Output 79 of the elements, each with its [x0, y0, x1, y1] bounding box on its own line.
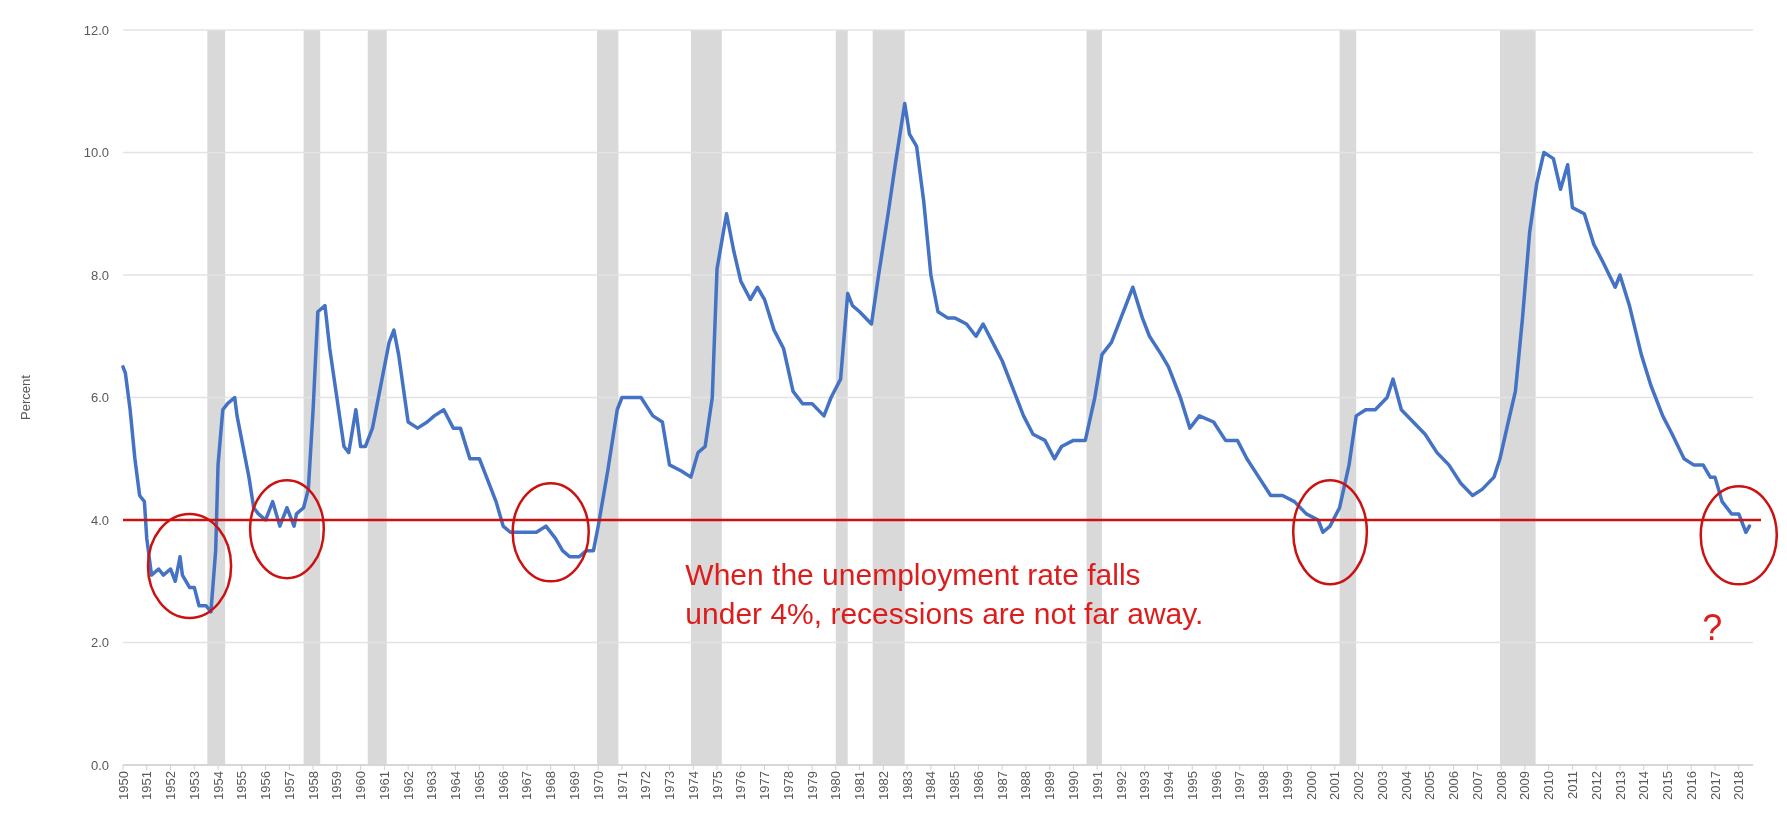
x-tick-label: 2008 — [1493, 771, 1509, 800]
x-tick-label: 1953 — [186, 771, 202, 800]
x-tick-label: 1970 — [590, 771, 606, 800]
x-tick-label: 2000 — [1303, 771, 1319, 800]
x-tick-label: 1971 — [614, 771, 630, 800]
x-tick-label: 1961 — [376, 771, 392, 800]
x-tick-label: 1973 — [662, 771, 678, 800]
y-tick-label: 4.0 — [90, 512, 109, 528]
x-tick-label: 1983 — [899, 771, 915, 800]
x-tick-label: 2002 — [1351, 771, 1367, 800]
x-tick-label: 1981 — [852, 771, 868, 800]
x-tick-label: 1994 — [1161, 771, 1177, 800]
x-tick-label: 2006 — [1446, 771, 1462, 800]
x-tick-label: 2018 — [1731, 771, 1747, 800]
x-tick-label: 1992 — [1113, 771, 1129, 800]
x-tick-label: 1999 — [1279, 771, 1295, 800]
x-tick-label: 1954 — [210, 771, 226, 800]
x-tick-label: 1997 — [1232, 771, 1248, 800]
x-tick-label: 1978 — [780, 771, 796, 800]
x-tick-label: 1993 — [1137, 771, 1153, 800]
x-tick-label: 2003 — [1374, 771, 1390, 800]
x-tick-label: 1995 — [1184, 771, 1200, 800]
x-tick-label: 1963 — [424, 771, 440, 800]
x-tick-label: 2001 — [1327, 771, 1343, 800]
x-tick-label: 1951 — [139, 771, 155, 800]
x-tick-label: 1969 — [567, 771, 583, 800]
x-tick-label: 1990 — [1065, 771, 1081, 800]
y-tick-label: 6.0 — [90, 390, 109, 406]
x-tick-label: 2015 — [1660, 771, 1676, 800]
y-tick-label: 8.0 — [90, 267, 109, 283]
x-tick-label: 2007 — [1469, 771, 1485, 800]
x-tick-label: 1962 — [400, 771, 416, 800]
x-tick-label: 1980 — [828, 771, 844, 800]
x-tick-label: 1996 — [1208, 771, 1224, 800]
x-tick-label: 1975 — [709, 771, 725, 800]
y-tick-label: 2.0 — [90, 635, 109, 651]
y-axis-title: Percent — [18, 374, 33, 420]
x-tick-label: 1956 — [258, 771, 274, 800]
x-tick-label: 1959 — [329, 771, 345, 800]
x-tick-label: 1979 — [804, 771, 820, 800]
x-tick-label: 1984 — [923, 771, 939, 800]
x-tick-label: 1958 — [305, 771, 321, 800]
x-tick-label: 1976 — [733, 771, 749, 800]
x-tick-label: 1987 — [994, 771, 1010, 800]
x-tick-label: 2010 — [1541, 771, 1557, 800]
annotation: When the unemployment rate falls under 4%, recessions are not far away. — [685, 557, 1204, 630]
annotation: ? — [1702, 607, 1723, 649]
x-tick-label: 1985 — [947, 771, 963, 800]
y-tick-label: 12.0 — [83, 22, 109, 38]
x-tick-label: 1988 — [1018, 771, 1034, 800]
x-tick-label: 1955 — [234, 771, 250, 800]
x-tick-label: 2016 — [1683, 771, 1699, 800]
x-tick-label: 1960 — [353, 771, 369, 800]
x-tick-label: 2011 — [1564, 771, 1580, 799]
x-tick-label: 1998 — [1256, 771, 1272, 800]
x-tick-label: 1991 — [1089, 771, 1105, 800]
x-tick-label: 1950 — [115, 771, 131, 800]
x-tick-label: 1952 — [163, 771, 179, 800]
x-tick-label: 1964 — [448, 771, 464, 800]
x-tick-label: 2017 — [1707, 771, 1723, 800]
x-tick-label: 2005 — [1422, 771, 1438, 800]
x-tick-label: 2004 — [1398, 771, 1414, 800]
x-tick-label: 1968 — [543, 771, 559, 800]
x-tick-label: 1966 — [495, 771, 511, 800]
x-tick-label: 2009 — [1517, 771, 1533, 800]
x-tick-label: 1965 — [471, 771, 487, 800]
x-tick-label: 1986 — [970, 771, 986, 800]
x-tick-label: 1972 — [638, 771, 654, 800]
x-tick-label: 2013 — [1612, 771, 1628, 800]
x-tick-label: 1957 — [281, 771, 297, 800]
y-tick-label: 0.0 — [90, 757, 109, 773]
x-tick-label: 1974 — [685, 771, 701, 800]
y-tick-label: 10.0 — [83, 145, 109, 161]
x-tick-label: 2012 — [1588, 771, 1604, 800]
x-tick-label: 2014 — [1636, 771, 1652, 800]
x-tick-label: 1967 — [519, 771, 535, 800]
x-tick-label: 1982 — [875, 771, 891, 800]
x-tick-label: 1989 — [1042, 771, 1058, 800]
x-tick-label: 1977 — [757, 771, 773, 800]
